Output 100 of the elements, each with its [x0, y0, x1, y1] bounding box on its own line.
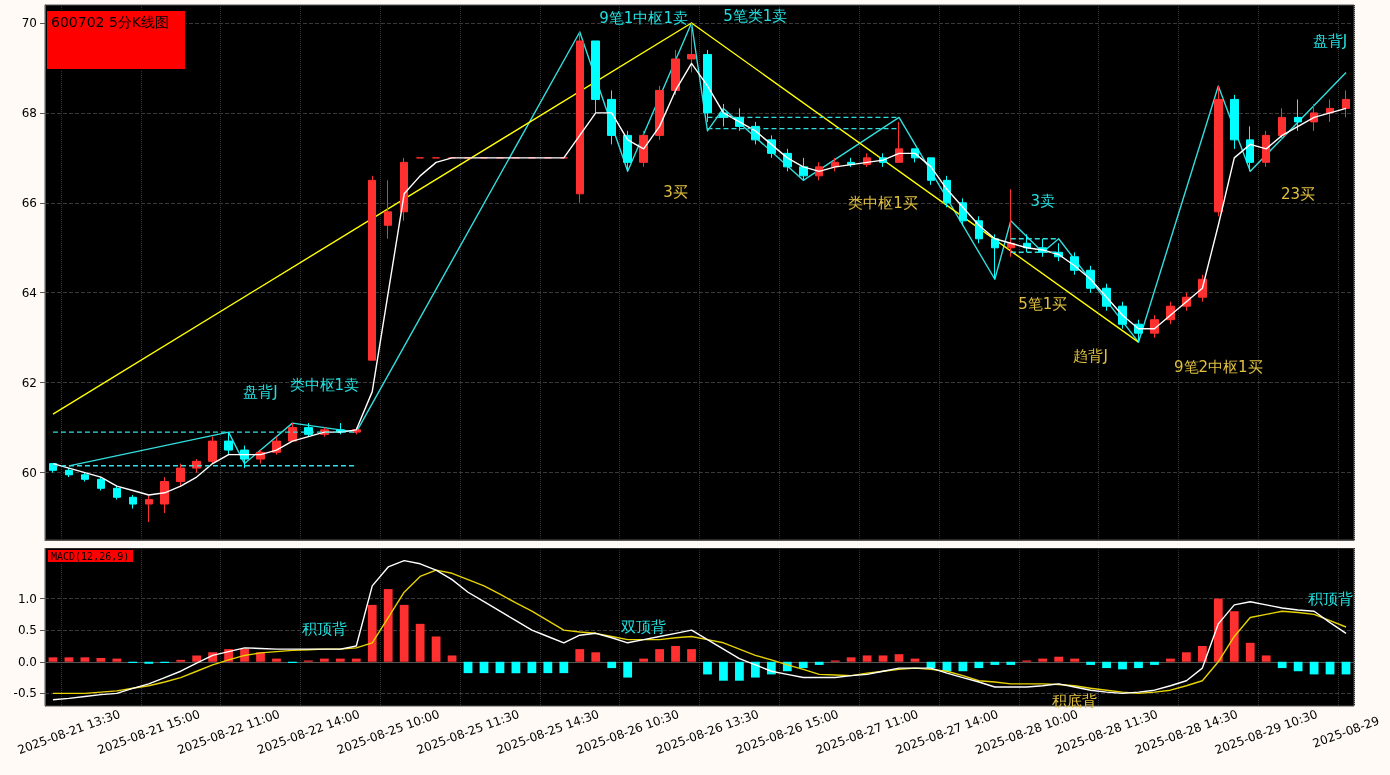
bar: [1006, 661, 1016, 665]
candlestick: [1214, 85, 1223, 217]
annotation: 3卖: [1030, 191, 1055, 210]
candlestick: [623, 130, 632, 172]
bar: [383, 589, 393, 662]
bar: [1118, 661, 1127, 670]
bar: [272, 658, 281, 662]
annotation: 积顶背: [1307, 589, 1353, 608]
bar: [1213, 598, 1223, 662]
bar: [1086, 661, 1095, 665]
y-tick-label: 60: [21, 465, 37, 480]
y-tick-label: 66: [21, 195, 37, 210]
bar: [846, 657, 856, 662]
bar: [431, 636, 441, 662]
bar: [527, 661, 537, 674]
bar: [415, 623, 425, 662]
bar: [543, 661, 553, 674]
candlestick: [384, 179, 392, 240]
bar: [192, 655, 202, 662]
candlestick: [400, 157, 408, 222]
annotation: 盘背J: [243, 382, 278, 401]
candlestick: [576, 31, 584, 204]
candlestick: [160, 476, 169, 514]
chart-title: MACD(12,26,9): [51, 550, 130, 562]
candlestick: [129, 494, 137, 510]
bar: [48, 657, 58, 662]
bar: [719, 661, 728, 681]
y-tick-label: 70: [21, 15, 37, 30]
candlestick: [240, 445, 249, 469]
annotation: 盘背J: [1312, 31, 1348, 50]
candlestick: [799, 157, 808, 181]
annotation: 类中枢1卖: [289, 375, 360, 394]
y-tick-label: 1.0: [17, 591, 37, 606]
bar: [591, 652, 601, 662]
bar: [798, 661, 808, 669]
y-tick-label: 0.5: [17, 623, 37, 638]
candlestick: [176, 463, 185, 487]
bar: [64, 657, 74, 662]
annotation: 9笔1中枢1卖: [599, 9, 688, 28]
bar: [655, 649, 664, 662]
candlestick: [895, 121, 903, 163]
candlestick: [639, 130, 648, 168]
candlestick: [975, 215, 983, 244]
candlestick: [991, 233, 999, 280]
bar: [750, 661, 760, 678]
bar: [671, 645, 680, 662]
bar: [351, 658, 361, 662]
candlestick: [208, 436, 217, 465]
bar: [990, 661, 1000, 665]
candlestick: [368, 175, 376, 361]
candlestick: [1118, 301, 1127, 330]
bar: [974, 661, 984, 669]
bar: [399, 604, 409, 662]
candlestick: [1278, 107, 1286, 141]
candlestick: [145, 494, 153, 523]
bar: [735, 661, 744, 681]
candlestick: [655, 85, 664, 141]
candlestick: [224, 431, 233, 456]
bar: [1245, 642, 1255, 662]
annotation: 趋背J: [1073, 346, 1108, 365]
annotation: 23买: [1281, 184, 1316, 203]
bar: [1261, 655, 1271, 662]
bar: [1134, 661, 1143, 669]
bar: [687, 649, 696, 662]
title-box: 600702 5分K线图: [46, 10, 186, 70]
candlestick: [81, 472, 89, 483]
candlestick: [591, 40, 600, 114]
bar: [1070, 658, 1080, 662]
bar: [878, 655, 888, 662]
annotation: 5笔1买: [1018, 294, 1068, 313]
candlestick: [943, 175, 951, 208]
bar: [1229, 611, 1239, 662]
candlestick: [607, 89, 616, 145]
candlestick: [703, 49, 712, 123]
bar: [559, 661, 569, 674]
candlestick: [1246, 125, 1254, 172]
bar: [319, 658, 329, 662]
bar: [862, 655, 872, 662]
annotation: 9笔2中枢1买: [1173, 357, 1263, 376]
annotation: 3买: [663, 182, 688, 201]
annotation: 积底背: [1052, 691, 1098, 710]
bar: [1197, 645, 1207, 662]
candlestick: [687, 22, 696, 73]
bar: [1102, 661, 1111, 669]
candlestick: [97, 476, 105, 492]
annotation: 双顶背: [621, 618, 667, 636]
bar: [639, 658, 649, 662]
bar: [607, 661, 617, 669]
candlestick: [1342, 89, 1350, 118]
bar: [80, 657, 90, 662]
y-tick-label: 0.0: [17, 654, 37, 669]
bar: [703, 661, 712, 675]
bar: [1277, 661, 1287, 669]
bar: [447, 655, 457, 662]
bar: [623, 661, 633, 678]
candlestick: [1262, 130, 1270, 168]
bar: [367, 604, 377, 662]
bar: [335, 658, 345, 662]
y-tick-label: 68: [21, 105, 37, 120]
bar: [1150, 661, 1159, 665]
